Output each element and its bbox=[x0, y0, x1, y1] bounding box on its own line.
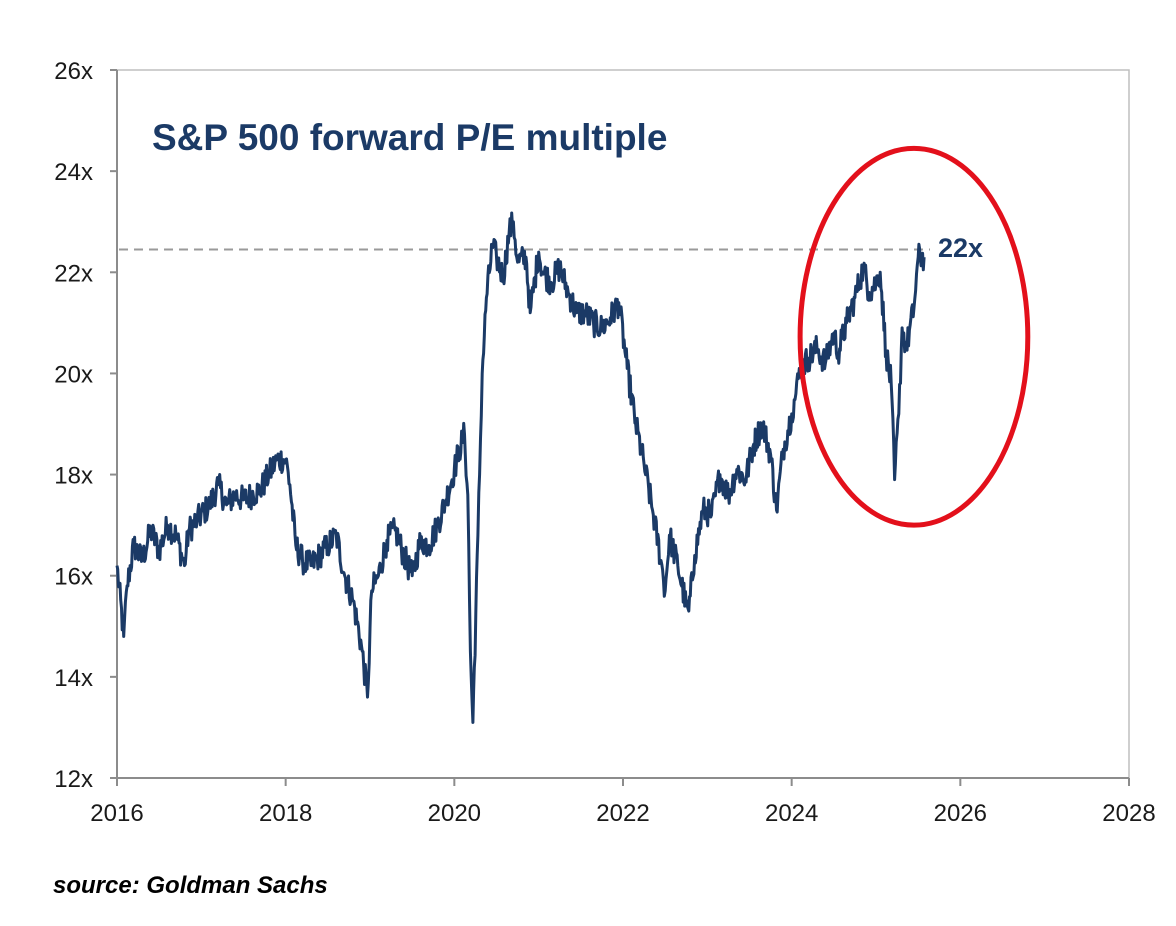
y-tick-label: 24x bbox=[54, 159, 93, 186]
y-axis-ticks: 12x 14x 16x 18x 20x 22x 24x 26x bbox=[54, 58, 117, 793]
y-tick-label: 14x bbox=[54, 665, 93, 692]
x-tick-label: 2018 bbox=[259, 800, 312, 827]
highlight-circle bbox=[797, 145, 1031, 528]
y-tick-label: 20x bbox=[54, 361, 93, 388]
x-tick-label: 2024 bbox=[765, 800, 818, 827]
y-tick-label: 16x bbox=[54, 564, 93, 591]
x-tick-label: 2026 bbox=[934, 800, 987, 827]
x-tick-label: 2020 bbox=[428, 800, 481, 827]
y-tick-label: 22x bbox=[54, 260, 93, 287]
x-tick-label: 2022 bbox=[596, 800, 649, 827]
plot-area-frame bbox=[116, 69, 1130, 779]
y-tick-label: 12x bbox=[54, 766, 93, 793]
pe-multiple-chart: 12x 14x 16x 18x 20x 22x 24x 26x 2016 2018 2020 202… bbox=[54, 58, 1156, 827]
end-value-label: 22x bbox=[938, 233, 983, 263]
y-tick-label: 26x bbox=[54, 58, 93, 85]
x-axis-ticks: 2016 2018 2020 2022 2024 2026 2028 bbox=[90, 778, 1156, 827]
x-tick-label: 2016 bbox=[90, 800, 143, 827]
series-group bbox=[115, 211, 926, 724]
x-tick-label: 2028 bbox=[1102, 800, 1155, 827]
source-note: source: Goldman Sachs bbox=[53, 872, 328, 899]
chart-title: S&P 500 forward P/E multiple bbox=[152, 117, 667, 158]
y-tick-label: 18x bbox=[54, 463, 93, 490]
series-line-0 bbox=[115, 211, 926, 724]
